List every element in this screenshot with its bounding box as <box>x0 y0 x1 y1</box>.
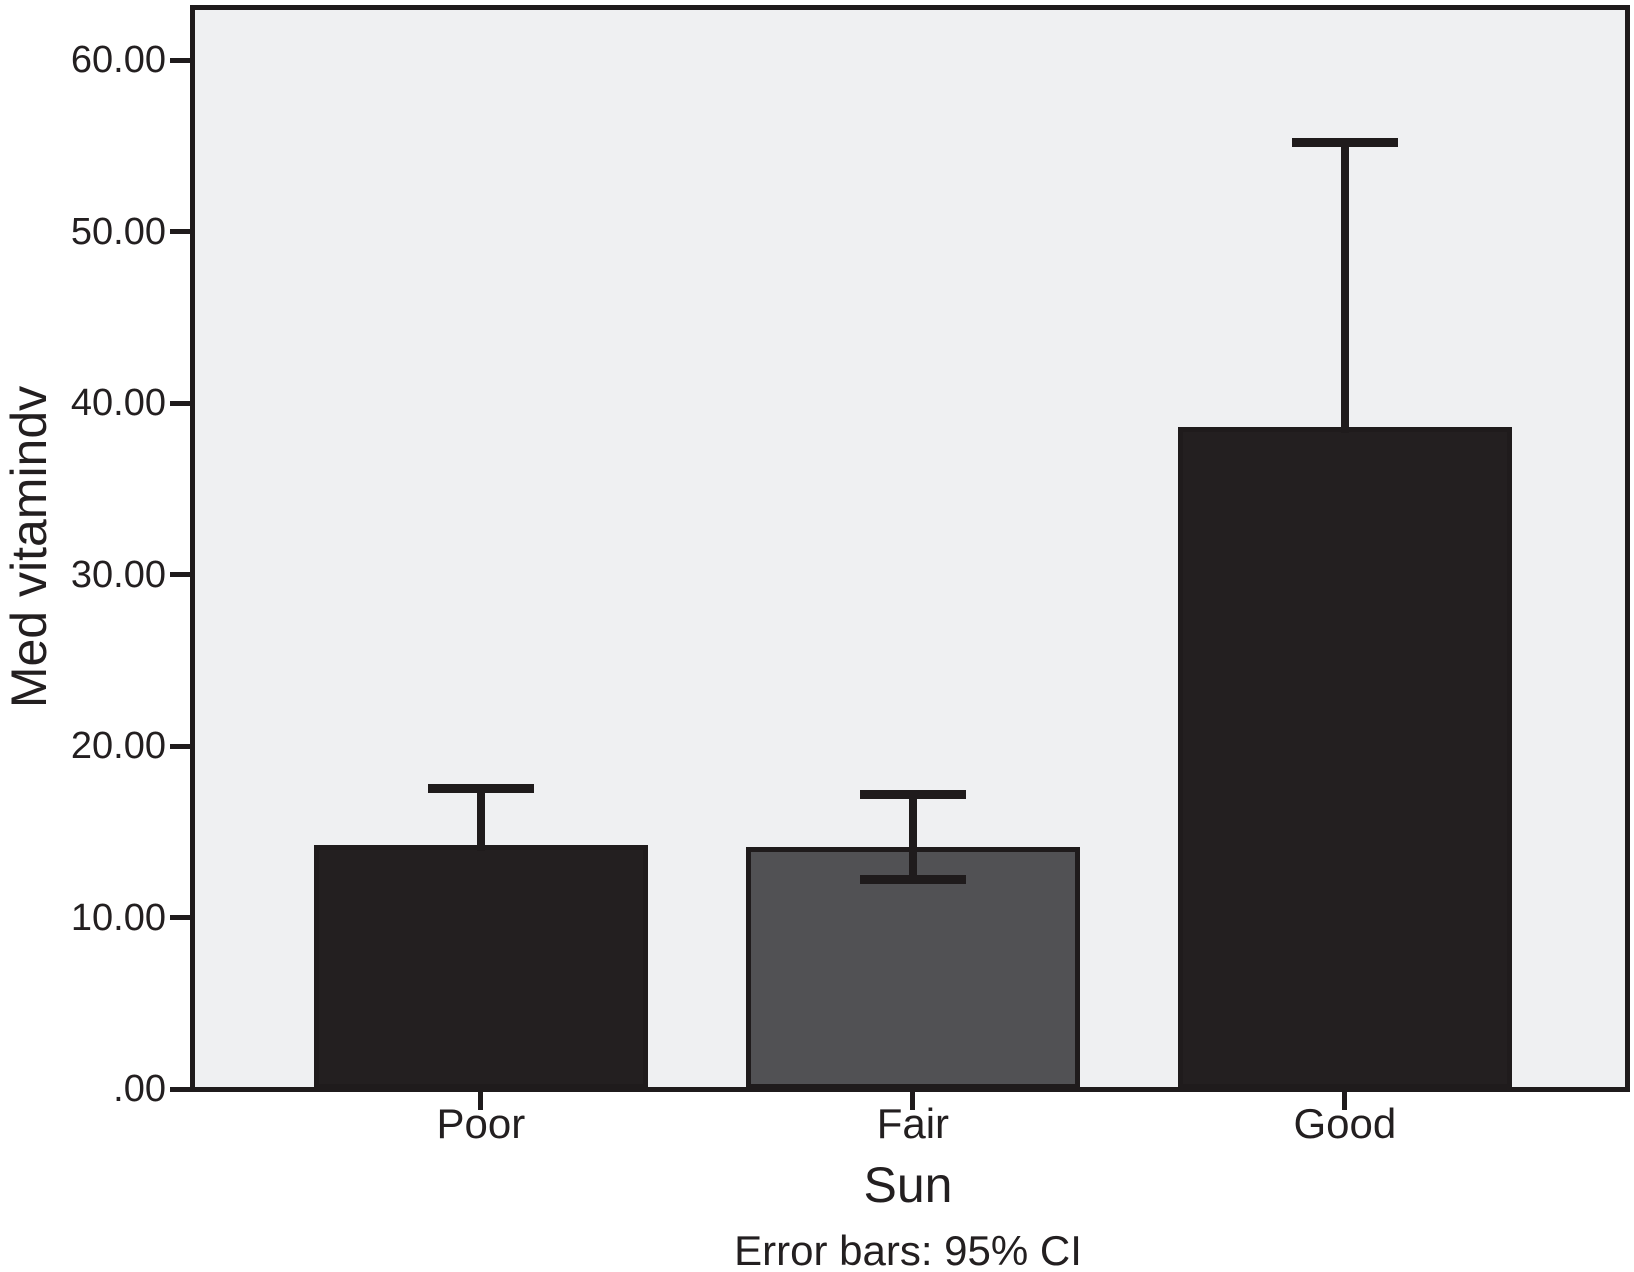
y-axis-tick-label: 40.00 <box>70 382 166 424</box>
category-label-poor: Poor <box>436 1100 526 1147</box>
x-axis-title: Sun <box>863 1157 953 1213</box>
y-axis-tick-label: 30.00 <box>70 553 166 596</box>
bar-fair <box>745 847 1080 1089</box>
y-axis-tick-label: 10.00 <box>70 896 166 939</box>
x-axis-tick-mark-good <box>1342 1092 1348 1110</box>
y-axis-tick-mark <box>170 1086 191 1092</box>
y-axis-tick-label: 50.00 <box>70 210 166 253</box>
error-bar-upper-cap-fair <box>859 789 966 799</box>
category-label-fair: Fair <box>876 1100 950 1147</box>
error-bar-lower-cap-fair <box>859 875 966 885</box>
error-bar-stem-fair <box>908 794 917 880</box>
y-axis-tick-mark <box>170 743 191 749</box>
error-bar-upper-cap-poor <box>427 784 534 794</box>
y-axis-tick-label: 60.00 <box>70 39 166 81</box>
y-axis-tick-mark <box>170 915 191 920</box>
x-axis-tick-mark-poor <box>478 1092 484 1110</box>
y-axis-tick-mark <box>170 57 191 63</box>
y-axis-tick-mark <box>170 572 191 577</box>
y-axis-tick-label: 20.00 <box>70 725 166 767</box>
category-label-good: Good <box>1293 1100 1397 1147</box>
x-axis-tick-mark-fair <box>910 1092 916 1110</box>
error-bars-caption: Error bars: 95% CI <box>734 1227 1082 1272</box>
y-axis-tick-mark <box>170 400 191 406</box>
error-bar-stem-poor <box>476 788 485 852</box>
bar-good <box>1177 427 1512 1089</box>
y-axis-title: Med vitamindv <box>1 385 57 709</box>
y-axis-tick-label: .00 <box>113 1068 166 1110</box>
error-bar-stem-good <box>1340 142 1349 433</box>
y-axis-tick-mark <box>170 229 191 234</box>
bar-poor <box>313 845 648 1089</box>
error-bar-upper-cap-good <box>1291 137 1398 147</box>
